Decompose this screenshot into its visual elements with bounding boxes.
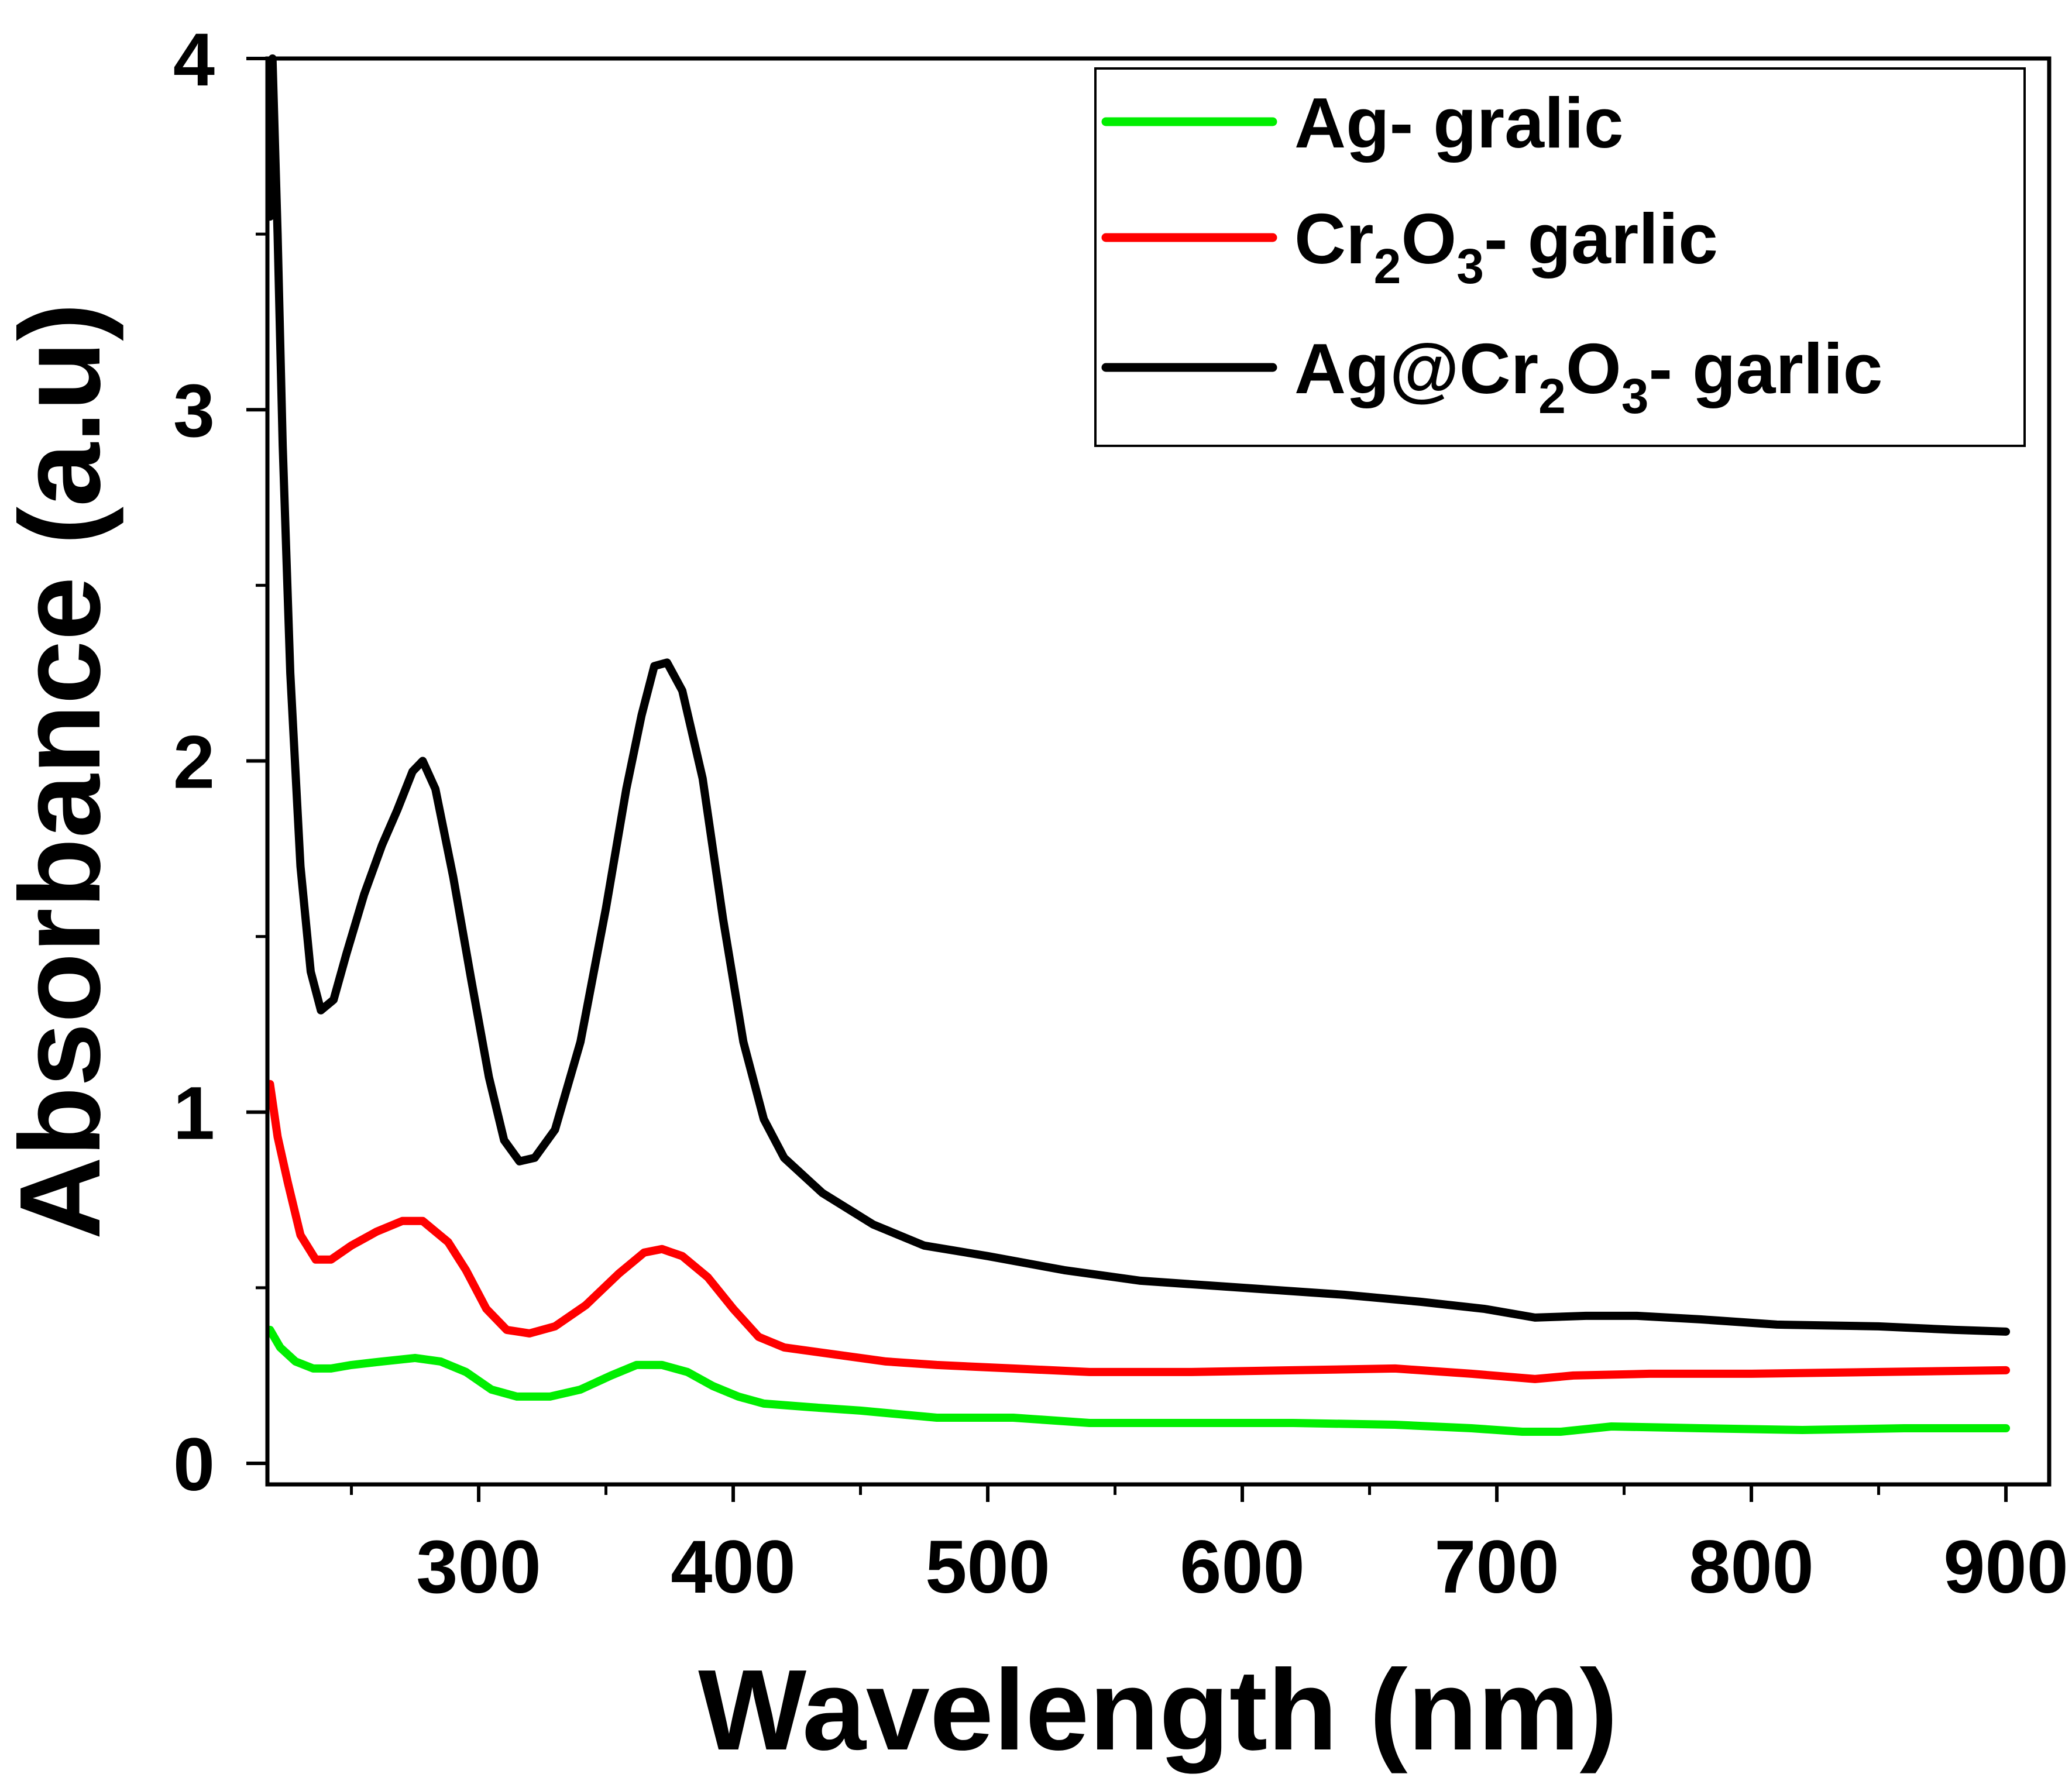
series-line — [266, 54, 2011, 1336]
series-layer — [266, 54, 2011, 1436]
legend-label: Ag- gralic — [1294, 83, 1624, 163]
y-tick-label: 0 — [173, 1423, 215, 1507]
x-tick-label: 400 — [671, 1525, 796, 1609]
y-tick-label: 1 — [173, 1072, 215, 1156]
series-line — [266, 1080, 2011, 1383]
x-tick-label: 900 — [1943, 1525, 2068, 1609]
y-axis-title: Absorbance (a.u) — [0, 303, 124, 1240]
x-tick-label: 600 — [1180, 1525, 1305, 1609]
x-axis-ticks: 300 400 500 600 700 800 900 — [350, 1484, 2068, 1609]
y-tick-label: 2 — [173, 720, 215, 804]
x-tick-label: 800 — [1689, 1525, 1814, 1609]
x-tick-label: 700 — [1434, 1525, 1559, 1609]
plot-frame — [265, 56, 2052, 1487]
x-tick-label: 500 — [925, 1525, 1050, 1609]
x-tick-label: 300 — [416, 1525, 541, 1609]
y-tick-label: 4 — [173, 18, 215, 102]
legend-label: Ag@Cr2O3- garlic — [1294, 329, 1883, 424]
series-line — [266, 1325, 2011, 1436]
y-tick-label: 3 — [173, 369, 215, 453]
legend-box — [1094, 67, 2026, 447]
legend: Ag- gralic Cr2O3- garlic Ag@Cr2O3- garlic — [1094, 67, 2026, 447]
x-axis-title: Wavelength (nm) — [698, 1646, 1618, 1774]
y-axis-ticks: 0 1 2 3 4 — [173, 18, 267, 1507]
legend-label: Cr2O3- garlic — [1294, 199, 1718, 294]
